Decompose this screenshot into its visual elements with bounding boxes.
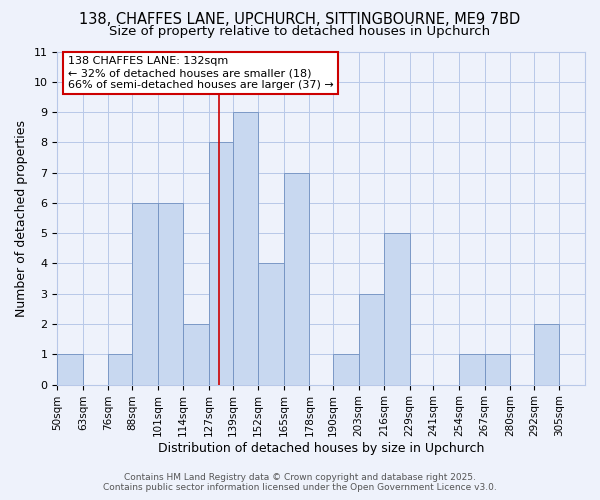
Bar [359, 294, 384, 384]
Text: Contains HM Land Registry data © Crown copyright and database right 2025.
Contai: Contains HM Land Registry data © Crown c… [103, 473, 497, 492]
Bar [109, 354, 132, 384]
Text: 138 CHAFFES LANE: 132sqm
← 32% of detached houses are smaller (18)
66% of semi-d: 138 CHAFFES LANE: 132sqm ← 32% of detach… [68, 56, 334, 90]
Bar [333, 354, 359, 384]
Bar [132, 203, 158, 384]
Bar [384, 233, 410, 384]
Text: Size of property relative to detached houses in Upchurch: Size of property relative to detached ho… [109, 25, 491, 38]
Bar [57, 354, 83, 384]
Bar [209, 142, 233, 384]
Bar [184, 324, 209, 384]
Bar [534, 324, 559, 384]
Bar [459, 354, 485, 384]
Bar [485, 354, 510, 384]
X-axis label: Distribution of detached houses by size in Upchurch: Distribution of detached houses by size … [158, 442, 484, 455]
Bar [158, 203, 184, 384]
Bar [258, 264, 284, 384]
Bar [233, 112, 258, 384]
Text: 138, CHAFFES LANE, UPCHURCH, SITTINGBOURNE, ME9 7BD: 138, CHAFFES LANE, UPCHURCH, SITTINGBOUR… [79, 12, 521, 28]
Bar [284, 172, 310, 384]
Y-axis label: Number of detached properties: Number of detached properties [15, 120, 28, 316]
